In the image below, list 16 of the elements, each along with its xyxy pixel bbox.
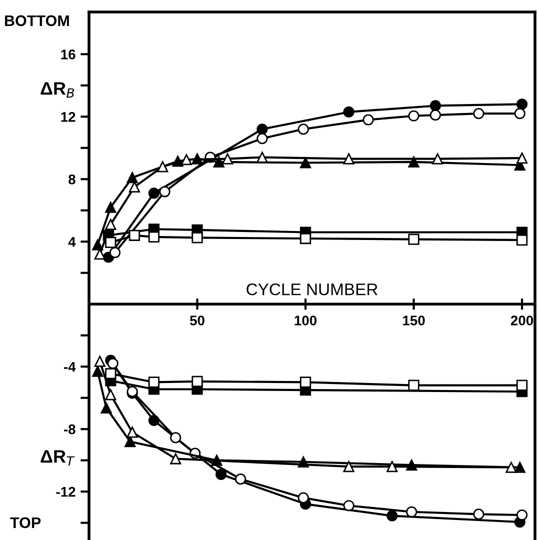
y-tick-label: -4 [64, 362, 76, 372]
y-tick-label: 8 [68, 174, 76, 184]
y-tick-label: -12 [56, 486, 76, 497]
x-tick-label: 100 [294, 316, 317, 326]
text: TOP [10, 517, 41, 528]
text: ΔR$_{T}$ [40, 450, 75, 466]
x-axis-title: CYCLE NUMBER [246, 283, 378, 296]
x-tick-label: 150 [403, 316, 425, 326]
text: BOTTOM [5, 15, 69, 26]
y-tick-label: -8 [64, 424, 76, 434]
x-tick-label: 50 [190, 316, 204, 326]
x-tick-label: 200 [510, 316, 534, 326]
text: ΔR$_{B}$ [40, 82, 74, 98]
y-tick-label: 12 [61, 112, 76, 122]
y-tick-label: 16 [61, 50, 76, 60]
y-tick-label: 4 [68, 237, 76, 247]
